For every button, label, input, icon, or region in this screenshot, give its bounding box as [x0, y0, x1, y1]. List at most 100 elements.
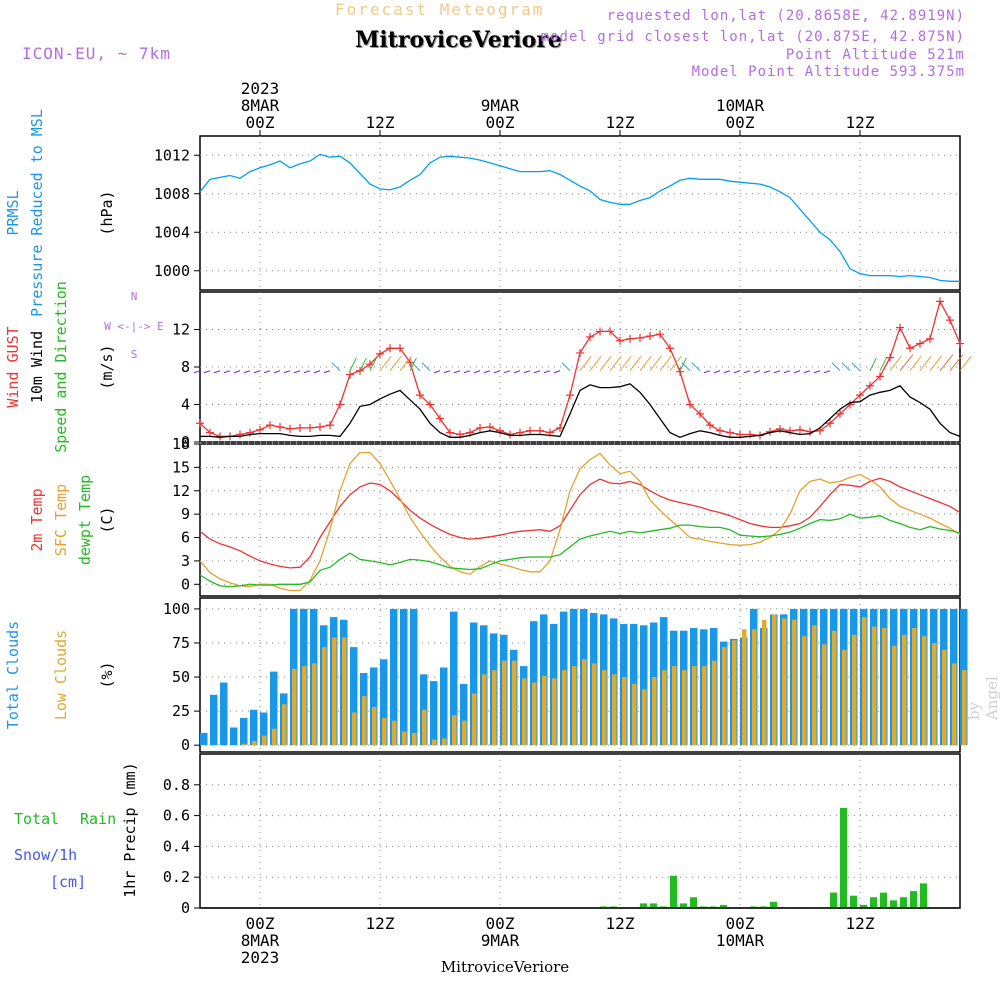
temperature-label: dewpt Temp [76, 475, 94, 565]
clouds-ytick-label: 50 [172, 668, 190, 686]
clouds-bar [962, 670, 967, 746]
bottom-time-label: 00Z [726, 914, 755, 933]
wind-direction-arrow [959, 356, 972, 372]
clouds-bar [282, 704, 287, 746]
clouds-bar [562, 670, 567, 746]
gust-marker [926, 334, 934, 343]
gust-marker [556, 423, 564, 432]
clouds-bar [400, 608, 408, 746]
clouds-bar [372, 707, 377, 746]
gust-marker [476, 423, 484, 432]
gust-marker [916, 339, 924, 348]
clouds-label: Low Clouds [52, 630, 70, 720]
wind-direction-arrow [793, 370, 801, 374]
clouds-bar [682, 670, 687, 746]
wind-direction-arrow [523, 370, 531, 374]
clouds-bar [762, 619, 767, 746]
precip-label-rain: Rain [80, 810, 116, 828]
gust-marker [796, 425, 804, 434]
clouds-bar [532, 682, 537, 746]
closest-coordinates: model grid closest lon,lat (20.875E, 42.… [540, 29, 965, 45]
clouds-bar [242, 743, 247, 746]
precip-ytick-label: 0.4 [163, 837, 190, 855]
wind-direction-arrow [293, 370, 301, 374]
gust-marker [256, 425, 264, 434]
wind-direction-arrow [223, 370, 231, 374]
precip-bar [660, 906, 667, 908]
clouds-bar [812, 625, 817, 746]
precip-bar [750, 906, 757, 908]
wind-direction-arrow [889, 356, 902, 372]
clouds-bar [472, 693, 477, 746]
precip-ytick-label: 0.2 [163, 868, 190, 886]
clouds-bar [622, 677, 627, 746]
gust-marker [656, 330, 664, 339]
wind-series-line [200, 383, 961, 439]
gust-marker [706, 421, 714, 430]
clouds-bar [512, 660, 517, 746]
clouds-bar [672, 666, 677, 746]
top-time-label: 8MAR [241, 96, 280, 115]
temperature-ytick-label: 6 [181, 529, 190, 547]
bottom-time-label: 12Z [846, 914, 875, 933]
gust-marker [856, 391, 864, 400]
wind-direction-arrow [303, 370, 311, 374]
clouds-ytick-label: 75 [172, 634, 190, 652]
wind-direction-arrow [609, 356, 622, 372]
temperature-ytick-label: 12 [172, 482, 190, 500]
clouds-unit: (%) [98, 661, 116, 688]
wind-direction-arrow [919, 356, 932, 372]
pressure-label: Pressure Reduced to MSL [28, 109, 46, 317]
clouds-bar [440, 667, 448, 746]
gust-marker [316, 423, 324, 431]
wind-label: Speed and Direction [52, 281, 70, 453]
clouds-bar [652, 677, 657, 746]
clouds-bar [872, 626, 877, 746]
clouds-bar [662, 670, 667, 746]
precip-bar [920, 883, 927, 908]
precip-bar [880, 892, 887, 908]
clouds-bar [230, 727, 238, 746]
wind-direction-arrow [483, 370, 491, 374]
clouds-bar [470, 622, 478, 746]
wind-direction-arrow [639, 356, 652, 372]
gust-marker [206, 428, 214, 437]
wind-direction-arrow [533, 370, 541, 374]
gust-marker [306, 423, 314, 432]
wind-direction-arrow [493, 370, 501, 374]
clouds-bar [452, 715, 457, 746]
precip-ytick-label: 0.8 [163, 776, 190, 794]
precip-bar [830, 892, 837, 908]
bottom-time-label: 00Z [486, 914, 515, 933]
clouds-bar [240, 717, 248, 746]
clouds-bar [822, 644, 827, 746]
gust-marker [366, 360, 374, 369]
compass-north: N [131, 290, 138, 303]
clouds-bar [852, 634, 857, 746]
gust-marker [426, 400, 434, 409]
clouds-ytick-label: 100 [163, 600, 190, 618]
gust-marker [606, 327, 614, 336]
wind-direction-arrow [899, 354, 914, 372]
clouds-bar [252, 741, 257, 746]
precip-bar [710, 906, 717, 908]
wind-direction-arrow [359, 357, 367, 371]
clouds-bar [312, 663, 317, 746]
wind-label: Wind GUST [4, 326, 22, 407]
top-time-label: 00Z [486, 113, 515, 132]
clouds-bar [332, 637, 337, 746]
wind-direction-arrow [773, 370, 781, 374]
clouds-bar [272, 728, 277, 746]
gust-marker [666, 344, 674, 353]
wind-direction-arrow [421, 362, 431, 372]
clouds-bar [370, 667, 378, 746]
clouds-bar [260, 712, 268, 746]
gust-marker [616, 336, 624, 345]
wind-direction-arrow [813, 370, 821, 374]
clouds-bar [722, 647, 727, 746]
clouds-bar [362, 696, 367, 746]
clouds-bar [402, 731, 407, 746]
clouds-bar [862, 617, 867, 746]
precip-bar [720, 904, 727, 908]
wind-unit: (m/s) [98, 344, 116, 389]
